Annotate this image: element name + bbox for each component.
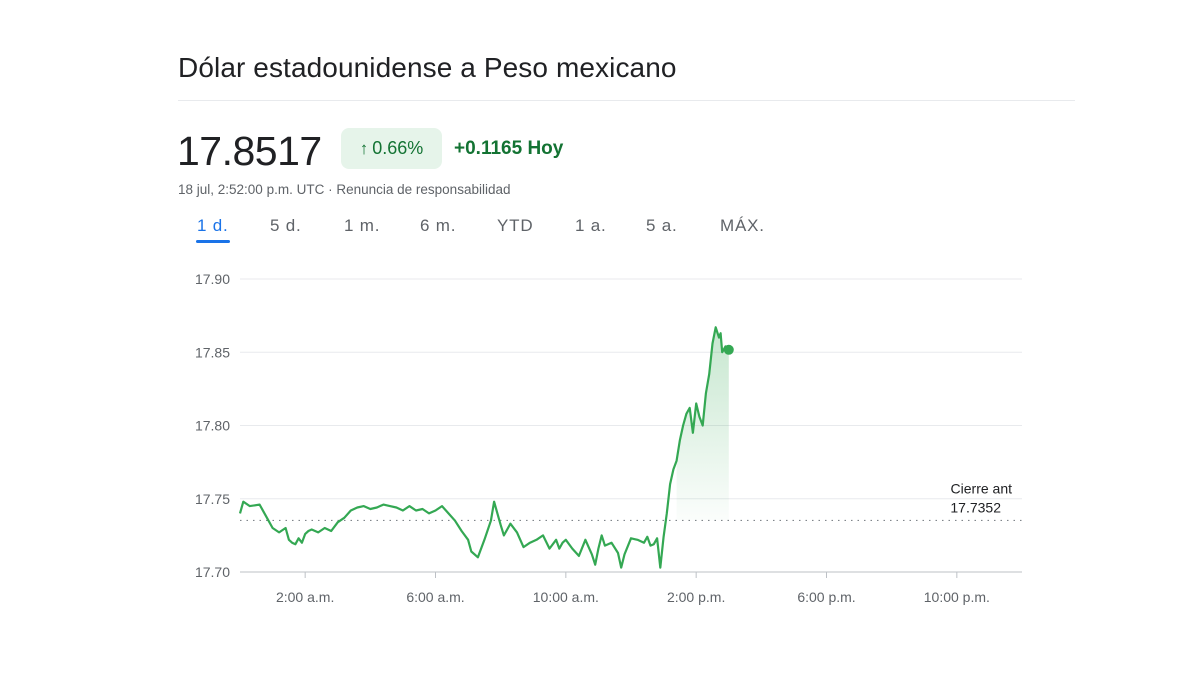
y-tick-label: 17.70 bbox=[195, 564, 230, 580]
page-title: Dólar estadounidense a Peso mexicano bbox=[178, 52, 677, 83]
current-price-point bbox=[723, 344, 734, 355]
timestamp-line: 18 jul, 2:52:00 p.m. UTC · Renuncia de r… bbox=[178, 182, 510, 197]
current-price: 17.8517 bbox=[177, 128, 322, 174]
y-tick-label: 17.80 bbox=[195, 418, 230, 434]
tab-1m[interactable]: 1 m. bbox=[344, 216, 381, 235]
separator: · bbox=[328, 182, 333, 197]
x-tick-label: 2:00 p.m. bbox=[667, 589, 725, 605]
series bbox=[238, 326, 734, 569]
change-value: +0.1165 Hoy bbox=[454, 138, 564, 159]
y-tick-label: 17.90 bbox=[195, 271, 230, 287]
series-line bbox=[238, 326, 730, 569]
tab-5a[interactable]: 5 a. bbox=[646, 216, 678, 235]
previous-close-value: 17.7352 bbox=[950, 499, 1001, 515]
x-tick-label: 10:00 a.m. bbox=[533, 589, 599, 605]
y-tick-label: 17.75 bbox=[195, 491, 230, 507]
disclaimer-link[interactable]: Renuncia de responsabilidad bbox=[336, 182, 511, 197]
change-percent-value: 0.66% bbox=[372, 138, 424, 158]
gridlines bbox=[240, 278, 1022, 500]
tab-5d[interactable]: 5 d. bbox=[270, 216, 302, 235]
x-tick-label: 2:00 a.m. bbox=[276, 589, 334, 605]
tab-ytd[interactable]: YTD bbox=[497, 216, 534, 235]
previous-close-label: Cierre ant bbox=[951, 480, 1013, 496]
y-axis: 17.90 17.85 17.80 17.75 17.70 bbox=[195, 271, 230, 580]
previous-close: Cierre ant 17.7352 bbox=[240, 480, 1022, 522]
y-tick-label: 17.85 bbox=[195, 344, 230, 360]
tab-6m[interactable]: 6 m. bbox=[420, 216, 457, 235]
tab-max[interactable]: MÁX. bbox=[720, 216, 765, 235]
tab-1a[interactable]: 1 a. bbox=[575, 216, 607, 235]
change-percent-badge: ↑ 0.66% bbox=[341, 128, 442, 169]
x-tick-label: 6:00 p.m. bbox=[797, 589, 855, 605]
active-tab-indicator bbox=[196, 240, 230, 243]
arrow-up-icon: ↑ bbox=[359, 138, 369, 158]
x-tick-label: 10:00 p.m. bbox=[924, 589, 990, 605]
series-area-fill bbox=[676, 327, 729, 521]
title-divider bbox=[178, 100, 1075, 101]
x-tick-label: 6:00 a.m. bbox=[406, 589, 464, 605]
x-axis: 2:00 a.m. 6:00 a.m. 10:00 a.m. 2:00 p.m. 6:0… bbox=[240, 571, 1022, 605]
timestamp: 18 jul, 2:52:00 p.m. UTC bbox=[178, 182, 325, 197]
tab-1d[interactable]: 1 d. bbox=[197, 216, 229, 235]
